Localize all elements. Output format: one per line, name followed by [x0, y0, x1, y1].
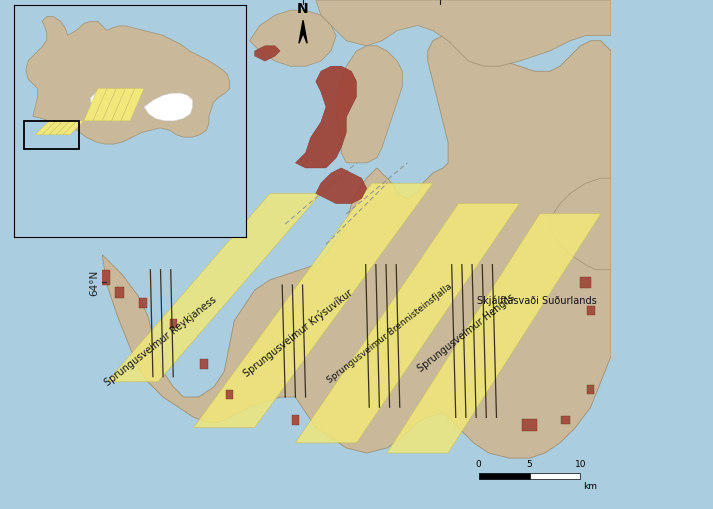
Text: Sprungusveimur Krýsuvíkur: Sprungusveimur Krýsuvíkur [241, 288, 354, 379]
Text: Sprungusveimur Reykjaness: Sprungusveimur Reykjaness [103, 294, 218, 388]
Polygon shape [316, 0, 611, 66]
Text: Sprungusveimur Hengils: Sprungusveimur Hengils [416, 293, 516, 374]
Text: 10: 10 [575, 460, 586, 469]
Text: 0: 0 [476, 460, 481, 469]
Polygon shape [121, 89, 144, 121]
Polygon shape [255, 46, 280, 61]
Text: Líklega sniðgengi: Líklega sniðgengi [134, 186, 219, 196]
Text: km: km [583, 482, 597, 491]
Polygon shape [84, 89, 107, 121]
Text: Sprungusveimur Brennisteinsfjalla: Sprungusveimur Brennisteinsfjalla [325, 282, 453, 385]
Polygon shape [550, 178, 611, 270]
Bar [587, 385, 595, 394]
Bar [587, 306, 595, 315]
Bar [292, 415, 299, 425]
Bar [580, 277, 591, 288]
Polygon shape [112, 89, 135, 121]
Polygon shape [93, 89, 116, 121]
Bar [523, 418, 537, 432]
Polygon shape [35, 121, 56, 135]
Polygon shape [114, 93, 133, 105]
Bar [170, 319, 177, 328]
Bar [478, 473, 530, 479]
Bar [560, 416, 570, 423]
Polygon shape [194, 183, 433, 428]
Text: Sniðgengi: Sniðgengi [134, 167, 183, 177]
Polygon shape [144, 93, 193, 121]
FancyBboxPatch shape [102, 137, 230, 232]
Text: N: N [297, 2, 309, 16]
Text: 64°N: 64°N [89, 269, 99, 296]
Polygon shape [63, 121, 84, 135]
Polygon shape [250, 10, 336, 66]
Bar [116, 287, 124, 298]
Polygon shape [299, 20, 307, 43]
Polygon shape [26, 17, 230, 144]
Text: 5: 5 [527, 460, 533, 469]
Text: Þbéttbúli: Þbéttbúli [134, 206, 178, 216]
Polygon shape [102, 36, 611, 458]
Polygon shape [316, 168, 366, 204]
Polygon shape [295, 66, 356, 168]
Text: Sprungusveimar: Sprungusveimar [134, 148, 215, 158]
Bar [110, 147, 129, 158]
Bar [24, 121, 79, 149]
Polygon shape [56, 121, 77, 135]
Polygon shape [336, 46, 402, 163]
Bar [530, 473, 580, 479]
Bar [200, 359, 208, 369]
Polygon shape [49, 121, 70, 135]
Polygon shape [387, 214, 601, 453]
Polygon shape [42, 121, 63, 135]
Polygon shape [91, 91, 107, 105]
Polygon shape [107, 193, 321, 382]
Bar [138, 298, 147, 308]
Polygon shape [295, 204, 519, 443]
Bar [226, 390, 233, 399]
Bar [99, 270, 110, 285]
Text: Skjálftasvaði Suðurlands: Skjálftasvaði Suðurlands [477, 295, 597, 305]
Polygon shape [103, 89, 125, 121]
Bar [110, 205, 129, 216]
